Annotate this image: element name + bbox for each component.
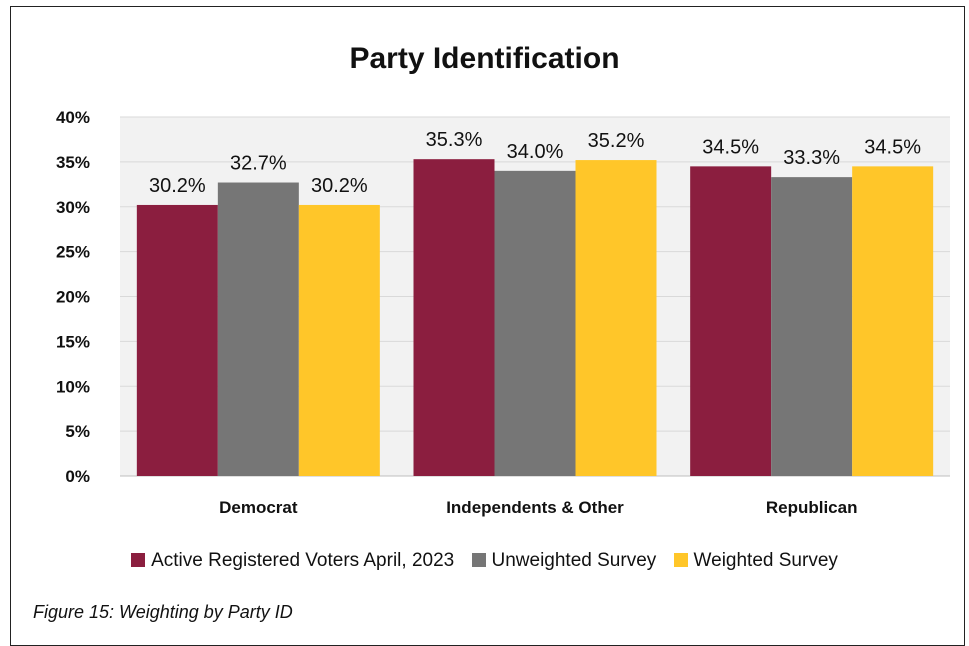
bar: [413, 159, 495, 476]
y-tick-label: 5%: [65, 422, 90, 441]
data-label: 30.2%: [149, 175, 206, 197]
legend: Active Registered Voters April, 2023 Unw…: [0, 550, 969, 572]
y-tick-label: 15%: [56, 332, 90, 351]
bar: [852, 166, 934, 477]
data-label: 35.3%: [426, 129, 483, 151]
bar-chart: 0% 5% 10% 15% 20% 25% 30% 35% 40% 30.2% 32.7% 30.2%…: [56, 108, 950, 517]
data-label: 32.7%: [230, 153, 287, 175]
figure-caption: Figure 15: Weighting by Party ID: [33, 602, 293, 622]
bar: [575, 160, 657, 476]
legend-item-weighted-survey: Weighted Survey: [673, 550, 838, 572]
data-label: 33.3%: [783, 147, 840, 169]
y-tick-label: 10%: [56, 377, 90, 396]
data-label: 35.2%: [588, 130, 645, 152]
chart-title: Party Identification: [349, 42, 620, 75]
legend-label-unweighted-survey: Unweighted Survey: [491, 550, 657, 571]
legend-swatch-unweighted-survey: [471, 553, 486, 567]
legend-label-registered-voters: Active Registered Voters April, 2023: [151, 550, 455, 571]
legend-swatch-weighted-survey: [673, 553, 688, 567]
y-tick-label: 35%: [56, 153, 90, 172]
y-tick-label: 20%: [56, 288, 90, 307]
legend-label-weighted-survey: Weighted Survey: [693, 550, 838, 571]
legend-item-registered-voters: Active Registered Voters April, 2023: [131, 550, 454, 572]
y-tick-label: 0%: [65, 467, 90, 486]
data-label: 34.0%: [507, 141, 564, 163]
legend-item-unweighted-survey: Unweighted Survey: [471, 550, 657, 572]
bar: [298, 204, 380, 476]
x-tick-label: Democrat: [219, 498, 298, 517]
y-tick-label: 40%: [56, 108, 90, 127]
data-label: 34.5%: [702, 136, 759, 158]
x-tick-label: Independents & Other: [446, 498, 624, 517]
data-label: 34.5%: [864, 136, 921, 158]
legend-swatch-registered-voters: [131, 553, 146, 567]
y-tick-label: 30%: [56, 198, 90, 217]
bar: [136, 204, 218, 476]
bar: [690, 166, 772, 477]
x-tick-label: Republican: [766, 498, 858, 517]
y-tick-label: 25%: [56, 243, 90, 262]
bar: [494, 170, 576, 476]
bar: [217, 182, 299, 476]
bar: [771, 177, 853, 476]
data-label: 30.2%: [311, 175, 368, 197]
